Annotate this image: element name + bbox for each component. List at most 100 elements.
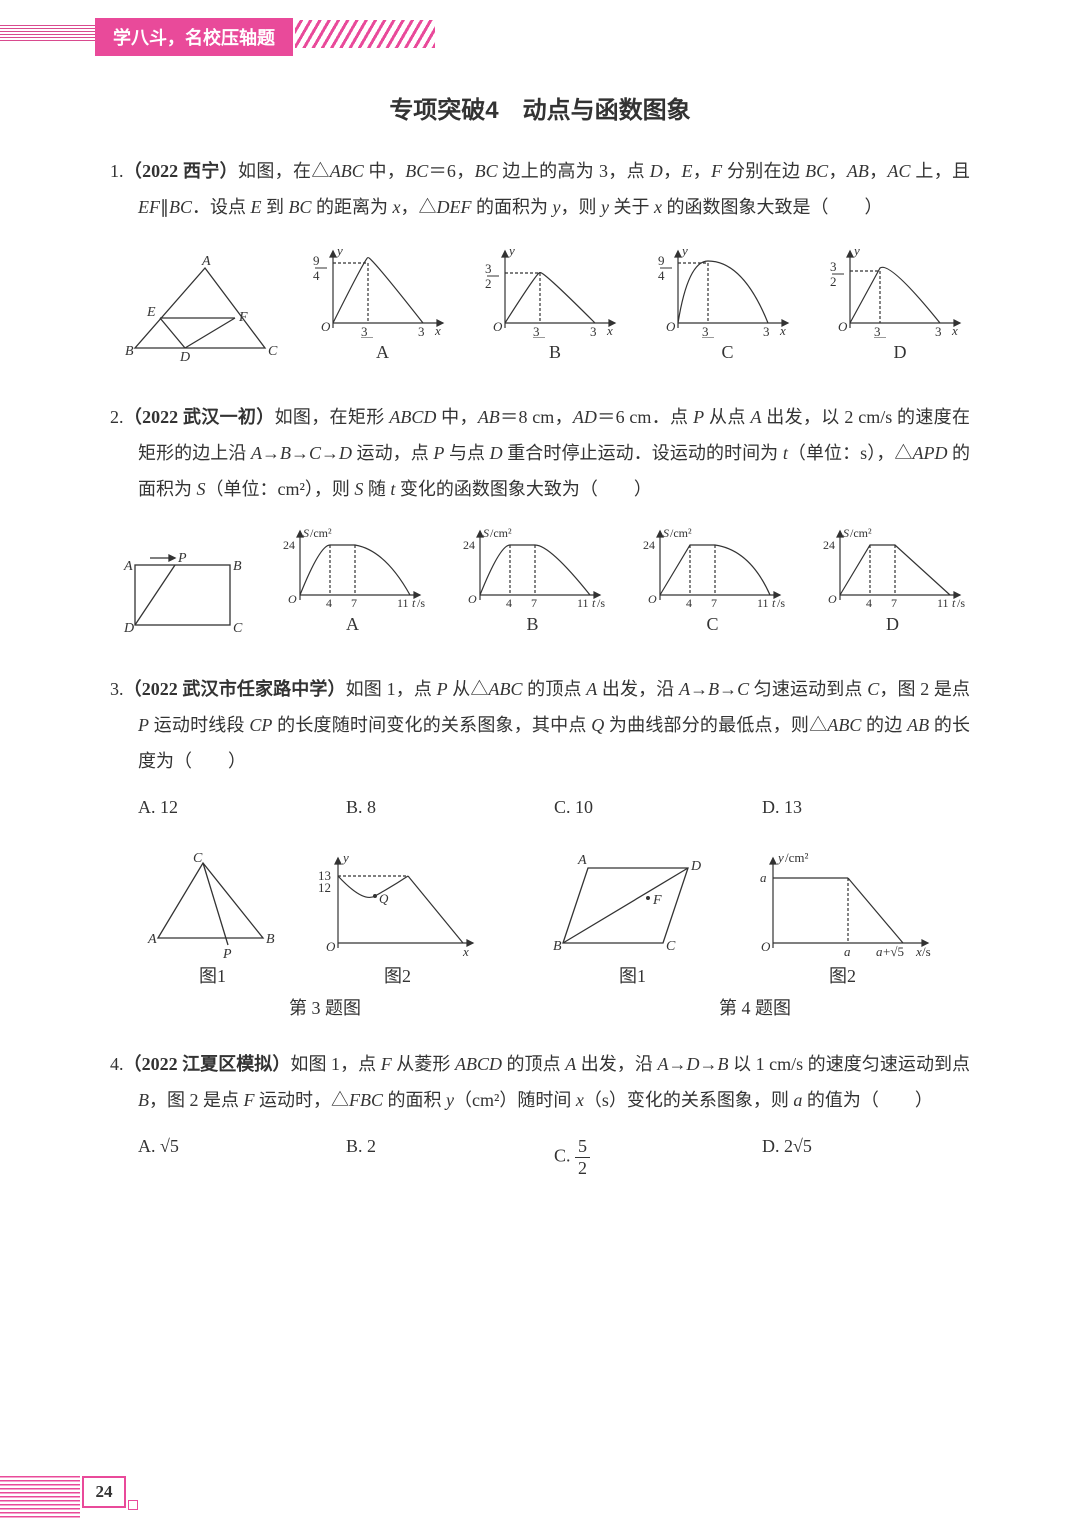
svg-text:a: a	[760, 870, 767, 885]
svg-text:y: y	[507, 243, 515, 258]
svg-text:E: E	[146, 305, 156, 320]
svg-text:/s: /s	[597, 596, 605, 610]
p1-opt-a-svg: O x y 94 32 3	[313, 243, 453, 338]
svg-text:F: F	[652, 893, 662, 908]
svg-text:3: 3	[874, 324, 881, 338]
p1-triangle-fig: A E F B D C	[120, 253, 280, 363]
svg-text:t: t	[952, 596, 956, 610]
svg-text:/cm²: /cm²	[670, 526, 692, 540]
svg-text:O: O	[321, 319, 331, 334]
svg-text:C: C	[193, 851, 203, 866]
svg-text:B: B	[233, 559, 242, 574]
svg-text:3: 3	[702, 324, 709, 338]
svg-text:y: y	[335, 243, 343, 258]
svg-text:4: 4	[686, 596, 692, 610]
p3-num: 3.	[110, 679, 124, 699]
p1-triangle-svg: A E F B D C	[120, 253, 280, 363]
page-number-deco	[128, 1500, 138, 1510]
svg-text:11: 11	[397, 596, 409, 610]
p3-caption: 第 3 题图	[289, 994, 361, 1020]
svg-text:B: B	[125, 344, 134, 359]
svg-text:O: O	[666, 319, 676, 334]
page-title: 专项突破4 动点与函数图象	[110, 90, 970, 125]
svg-text:F: F	[238, 310, 248, 325]
svg-text:O: O	[828, 592, 837, 606]
p2-opt-c-svg: O S/cm² 24 4711 t/s	[635, 525, 790, 610]
svg-text:y: y	[776, 850, 784, 865]
svg-text:/s: /s	[922, 944, 931, 958]
p3-fig2: O x y 1312 Q 图2	[313, 848, 483, 988]
svg-text:24: 24	[643, 538, 655, 552]
svg-text:3: 3	[830, 259, 837, 274]
svg-text:4: 4	[313, 268, 320, 283]
svg-text:3: 3	[418, 324, 425, 338]
svg-text:D: D	[123, 621, 134, 635]
p4-caption: 第 4 题图	[719, 994, 791, 1020]
p1-label-a: A	[313, 342, 453, 363]
svg-text:a: a	[876, 944, 883, 958]
p2-label-b: B	[455, 614, 610, 635]
fig-caption-row: 第 3 题图 第 4 题图	[110, 994, 970, 1020]
p2-label-a: A	[275, 614, 430, 635]
svg-text:9: 9	[313, 253, 320, 268]
svg-text:/cm²: /cm²	[310, 526, 332, 540]
p2-opt-a-fig: O S/cm² 24 4711 t/s A	[275, 525, 430, 635]
p1-label-d: D	[830, 342, 970, 363]
p4-opt-b: B. 2	[346, 1136, 554, 1179]
svg-text:a: a	[844, 944, 851, 958]
page-header: 学八斗，名校压轴题	[0, 10, 1080, 60]
p1-figures: A E F B D C O	[120, 243, 970, 363]
svg-text:O: O	[648, 592, 657, 606]
svg-text:S: S	[663, 526, 669, 540]
svg-text:3: 3	[485, 261, 492, 276]
svg-text:t: t	[592, 596, 596, 610]
p2-label-d: D	[815, 614, 970, 635]
svg-text:y: y	[341, 850, 349, 865]
svg-text:t: t	[412, 596, 416, 610]
p2-figures: A B C D P O S/cm²	[120, 525, 970, 635]
svg-text:D: D	[690, 859, 701, 874]
p4-opt-c: C. 52	[554, 1136, 762, 1179]
svg-text:A: A	[147, 932, 157, 947]
svg-text:S: S	[843, 526, 849, 540]
page-footer: 24	[0, 1472, 1080, 1520]
p1-opt-c-svg: O x y 94 32 3	[658, 243, 798, 338]
p4-fig-group: AD BC F 图1 O	[548, 848, 938, 988]
p3-opt-b: B. 8	[346, 797, 554, 818]
svg-text:3: 3	[361, 324, 368, 338]
problem-2: 2.（2022 武汉一初）如图，在矩形 ABCD 中，AB＝8 cm，AD＝6 …	[110, 399, 970, 507]
svg-text:y: y	[680, 243, 688, 258]
svg-text:t: t	[772, 596, 776, 610]
p2-opt-d-fig: O S/cm² 24 4711 t/s D	[815, 525, 970, 635]
svg-text:3: 3	[590, 324, 597, 338]
p4-options: A. √5 B. 2 C. 52 D. 2√5	[138, 1136, 970, 1179]
svg-text:B: B	[553, 939, 562, 954]
svg-text:x: x	[434, 323, 441, 338]
p4-num: 4.	[110, 1054, 124, 1074]
header-title: 学八斗，名校压轴题	[95, 18, 293, 56]
svg-text:x: x	[951, 323, 958, 338]
svg-text:7: 7	[891, 596, 897, 610]
p2-opt-b-fig: O S/cm² 24 4711 t/s B	[455, 525, 610, 635]
svg-text:11: 11	[757, 596, 769, 610]
p3-source: （2022 武汉市任家路中学）	[124, 679, 346, 699]
header-lines-deco	[0, 25, 95, 43]
p2-opt-a-svg: O S/cm² 24 4711 t/s	[275, 525, 430, 610]
p3-options: A. 12 B. 8 C. 10 D. 13	[138, 797, 970, 818]
p2-opt-b-svg: O S/cm² 24 4711 t/s	[455, 525, 610, 610]
p1-num: 1.	[110, 161, 124, 181]
p3-fig1: AB CP 图1	[143, 848, 283, 988]
svg-text:Q: Q	[379, 891, 389, 906]
svg-text:x: x	[462, 944, 469, 958]
svg-text:9: 9	[658, 253, 665, 268]
svg-text:4: 4	[506, 596, 512, 610]
p4-fig2: O y/cm² a a a+√5 x/s 图2	[748, 848, 938, 988]
svg-text:4: 4	[326, 596, 332, 610]
p1-opt-a-fig: O x y 94 32 3 A	[313, 243, 453, 363]
svg-text:24: 24	[283, 538, 295, 552]
p3-opt-a: A. 12	[138, 797, 346, 818]
svg-text:O: O	[468, 592, 477, 606]
svg-text:A: A	[201, 254, 211, 269]
p3-opt-c: C. 10	[554, 797, 762, 818]
p2-opt-c-fig: O S/cm² 24 4711 t/s C	[635, 525, 790, 635]
